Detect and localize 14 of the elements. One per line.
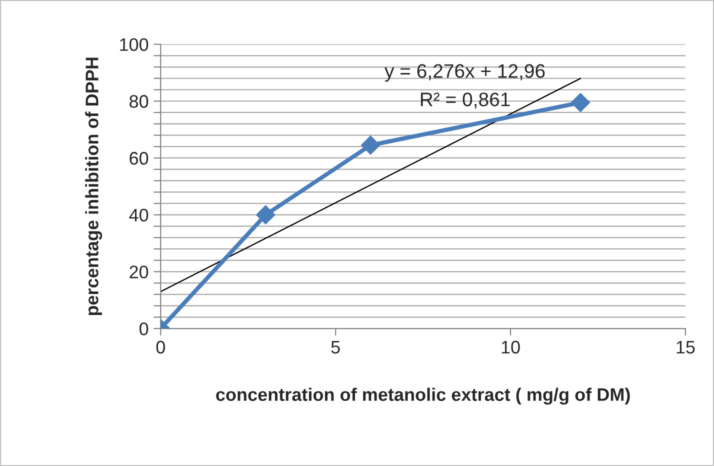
annotation: y = 6,276x + 12,96 — [384, 64, 545, 82]
y-tick-label: 80 — [130, 95, 148, 108]
y-axis-title: percentage inhibition of DPPH — [85, 58, 102, 316]
x-tick-label: 15 — [676, 341, 695, 354]
y-tick-label: 20 — [130, 266, 148, 278]
y-tick-label: 100 — [120, 38, 148, 51]
x-tick-label: 5 — [331, 341, 340, 354]
x-tick-label: 10 — [502, 340, 520, 354]
y-tick-label: 0 — [140, 322, 148, 336]
annotation: R² = 0,861 — [420, 92, 510, 109]
x-tick-label: 0 — [156, 340, 165, 354]
y-tick-label: 60 — [130, 152, 148, 165]
y-tick-label: 40 — [129, 208, 148, 222]
x-axis-title: concentration of metanolic extract ( mg/g of DM) — [216, 388, 630, 405]
